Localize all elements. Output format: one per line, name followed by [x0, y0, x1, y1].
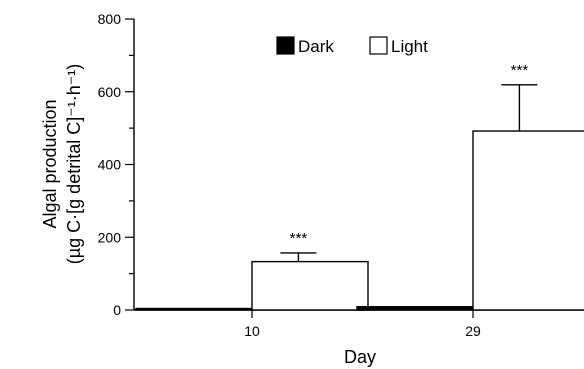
- y-tick-label: 0: [113, 302, 121, 318]
- legend-swatch-light: [369, 36, 388, 55]
- x-axis-label: Day: [344, 347, 376, 367]
- legend-label-dark: Dark: [298, 37, 334, 56]
- y-tick-label: 600: [98, 84, 122, 100]
- bar-dark-29: [356, 306, 474, 311]
- y-tick-label: 200: [98, 229, 122, 245]
- y-tick-label: 800: [98, 11, 122, 27]
- x-tick-label: 10: [244, 323, 260, 339]
- bar-dark-10: [135, 307, 253, 311]
- significance-marker-29: ***: [511, 62, 529, 79]
- x-tick-label: 29: [465, 323, 481, 339]
- bar-light-10: [251, 260, 369, 311]
- significance-marker-10: ***: [290, 230, 308, 247]
- y-axis-label-line1: Algal production: [40, 99, 60, 228]
- y-ticks: 0 200 400 600 800: [98, 11, 134, 318]
- x-ticks: 10 29: [244, 310, 481, 339]
- bars: [135, 84, 584, 311]
- legend: Dark Light: [276, 36, 428, 56]
- significance-annotations: *** ***: [290, 62, 529, 247]
- legend-swatch-dark: [276, 36, 295, 55]
- bar-light-29: [472, 130, 584, 311]
- y-axis-label-line2: (µg C·[g detrital C]⁻¹·h⁻¹): [64, 64, 84, 264]
- legend-label-light: Light: [391, 37, 428, 56]
- y-tick-label: 400: [98, 157, 122, 173]
